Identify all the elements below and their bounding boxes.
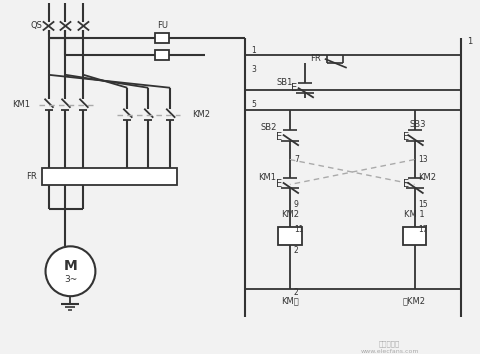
Text: E: E	[275, 179, 281, 189]
Text: 2: 2	[293, 288, 298, 297]
Text: FU: FU	[156, 22, 168, 30]
Text: www.elecfans.com: www.elecfans.com	[360, 349, 418, 354]
Text: 3~: 3~	[64, 275, 77, 284]
Text: KM正: KM正	[280, 297, 298, 306]
Text: E: E	[403, 132, 408, 142]
Text: SB3: SB3	[408, 120, 425, 129]
Text: KM1: KM1	[257, 173, 276, 182]
Bar	[155, 33, 169, 43]
Bar	[277, 227, 301, 245]
Bar	[402, 227, 426, 245]
Text: 13: 13	[418, 155, 427, 164]
Bar	[41, 167, 177, 185]
Text: 11: 11	[293, 225, 303, 234]
Circle shape	[46, 246, 95, 296]
Text: FR: FR	[26, 172, 36, 181]
Text: 1: 1	[467, 38, 472, 46]
Text: 2: 2	[293, 246, 298, 255]
Text: 3: 3	[251, 65, 255, 74]
Text: 9: 9	[293, 200, 298, 209]
Text: 17: 17	[418, 225, 427, 234]
Text: KM2: KM2	[192, 110, 210, 119]
Text: E: E	[275, 132, 281, 142]
Text: QS: QS	[31, 22, 42, 30]
Text: SB2: SB2	[260, 123, 276, 132]
Text: 15: 15	[418, 200, 427, 209]
Text: KM 1: KM 1	[403, 210, 424, 219]
Text: KM2: KM2	[280, 210, 298, 219]
Text: SB1: SB1	[276, 78, 292, 87]
Text: KM2: KM2	[418, 173, 436, 182]
Text: E: E	[290, 83, 296, 93]
Bar	[155, 50, 169, 60]
Text: 1: 1	[251, 46, 255, 55]
Text: 7: 7	[293, 155, 298, 164]
Text: 电子发烧友: 电子发烧友	[378, 341, 399, 347]
Text: FR: FR	[310, 55, 320, 63]
Text: 5: 5	[251, 100, 255, 109]
Text: 反KM2: 反KM2	[402, 297, 425, 306]
Text: KM1: KM1	[12, 100, 31, 109]
Text: M: M	[63, 259, 77, 273]
Text: E: E	[403, 179, 408, 189]
